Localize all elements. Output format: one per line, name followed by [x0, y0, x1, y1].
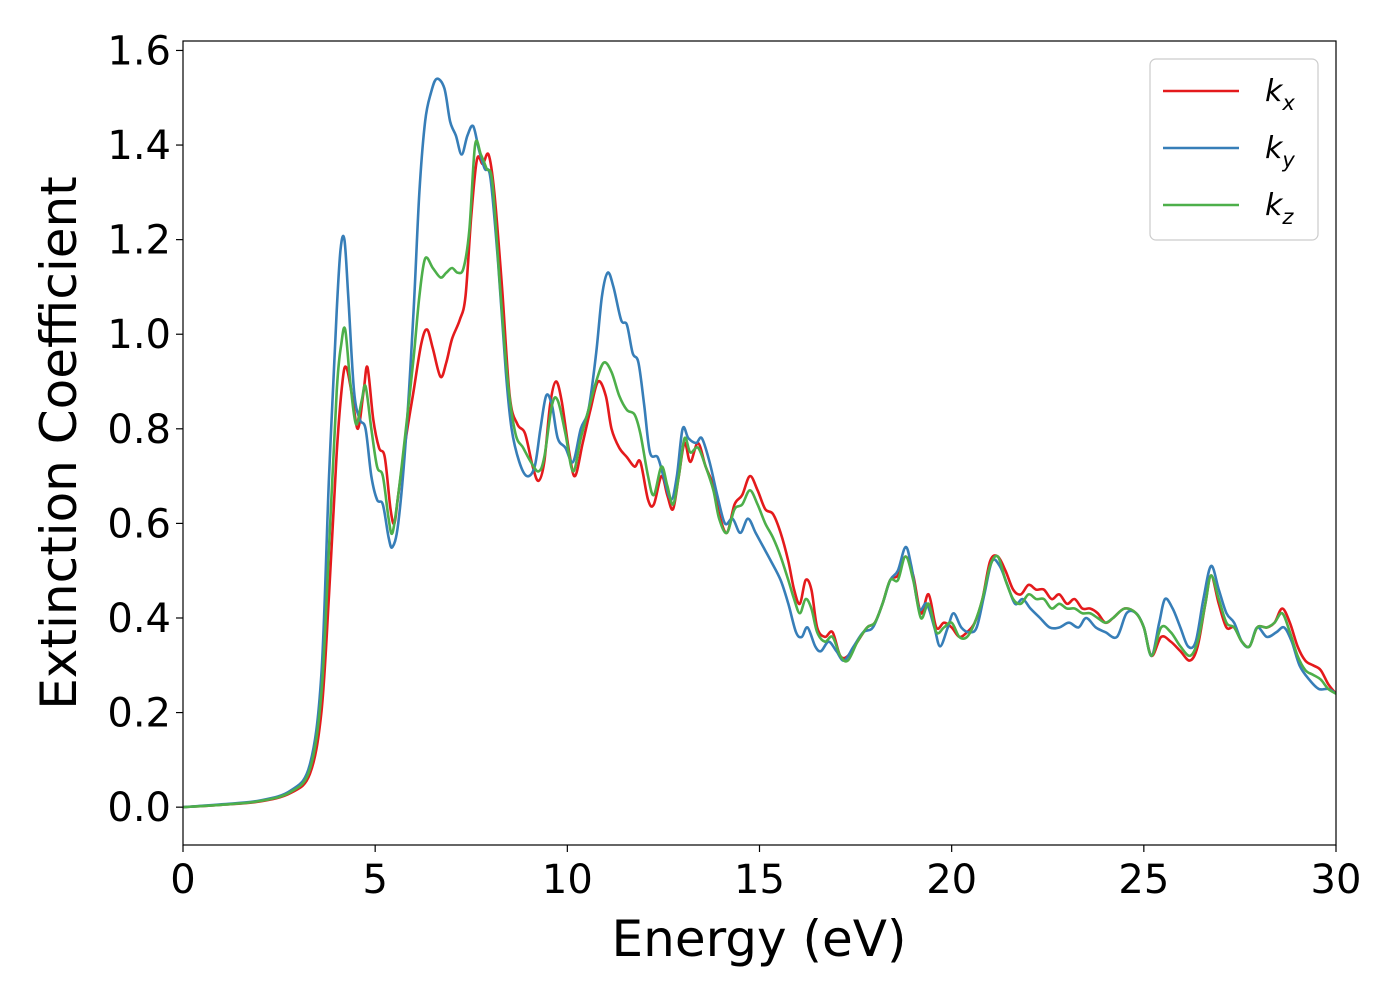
y-axis-ticks: 0.0 0.2 0.4 0.6 0.8 1.0 1.2 1.4 1.6 [107, 28, 183, 831]
y-axis-title: Extinction Coefficient [30, 176, 88, 710]
y-tick-label: 1.0 [107, 312, 171, 358]
legend-box [1149, 58, 1319, 241]
x-tick-label: 25 [1118, 857, 1169, 903]
x-tick-label: 10 [542, 857, 593, 903]
x-tick-label: 15 [734, 857, 785, 903]
y-tick-label: 1.2 [107, 218, 171, 264]
series-line-kz [183, 139, 1336, 809]
y-tick-label: 0.2 [107, 691, 171, 737]
y-tick-label: 1.6 [107, 28, 171, 74]
x-axis-ticks: 0 5 10 15 20 25 30 [170, 845, 1361, 903]
x-tick-label: 30 [1311, 857, 1362, 903]
x-tick-label: 20 [926, 857, 977, 903]
y-tick-label: 0.4 [107, 596, 171, 642]
y-tick-label: 0.8 [107, 407, 171, 453]
y-tick-label: 0.0 [107, 785, 171, 831]
series-lines [183, 77, 1336, 809]
x-tick-label: 5 [362, 857, 387, 903]
y-tick-label: 1.4 [107, 123, 171, 169]
x-axis-title: Energy (eV) [612, 910, 907, 968]
y-tick-label: 0.6 [107, 501, 171, 547]
series-line-kx [183, 152, 1336, 809]
x-tick-label: 0 [170, 857, 195, 903]
